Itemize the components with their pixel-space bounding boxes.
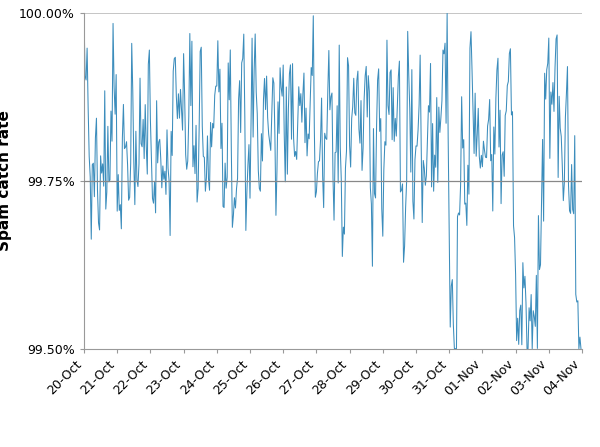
Y-axis label: Spam catch rate: Spam catch rate <box>0 110 12 252</box>
